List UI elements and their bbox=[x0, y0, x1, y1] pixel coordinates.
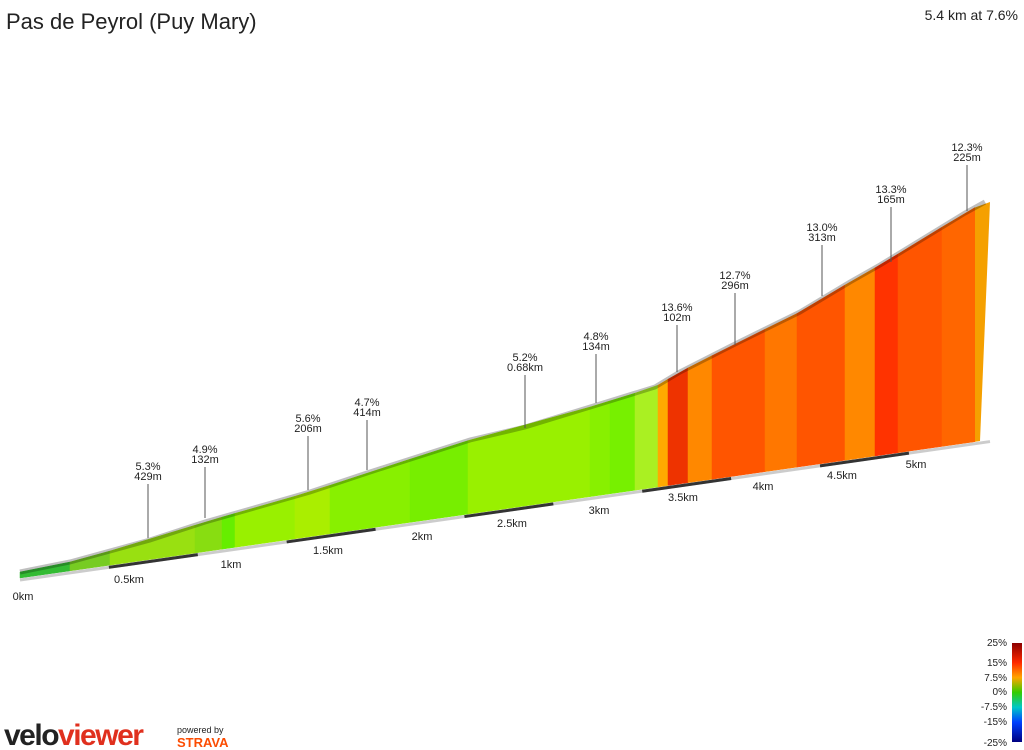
annotation-length: 132m bbox=[191, 454, 219, 466]
annotation-grade: 4.9% bbox=[192, 444, 217, 456]
annotation-grade: 4.8% bbox=[583, 331, 608, 343]
logo-left: velo bbox=[4, 719, 59, 750]
annotation-length: 102m bbox=[663, 312, 691, 324]
profile-segment bbox=[941, 207, 976, 447]
profile-end bbox=[975, 202, 990, 442]
annotations: 5.3%429m 4.9%132m 5.6%206m 4.7%414m 5.2%0.68… bbox=[134, 142, 983, 538]
profile-segment bbox=[687, 355, 713, 483]
distance-label: 0.5km bbox=[114, 574, 144, 586]
annotation-grade: 5.3% bbox=[135, 461, 160, 473]
summary: 5.4 km at 7.6% bbox=[925, 7, 1018, 23]
annotation-grade: 13.6% bbox=[661, 302, 692, 314]
profile-segment bbox=[609, 392, 636, 495]
distance-label: 0km bbox=[13, 591, 34, 603]
annotation-grade: 4.7% bbox=[354, 397, 379, 409]
profile-segment bbox=[467, 406, 591, 515]
profile-segment bbox=[764, 313, 798, 472]
annotation-length: 206m bbox=[294, 423, 322, 435]
legend-label: 0% bbox=[993, 687, 1008, 698]
title: Pas de Peyrol (Puy Mary) bbox=[6, 9, 257, 34]
profile-segment bbox=[844, 267, 876, 461]
distance-label: 1.5km bbox=[313, 545, 343, 557]
profile bbox=[19, 199, 991, 582]
distance-label: 3km bbox=[589, 505, 610, 517]
base-segment bbox=[464, 502, 554, 519]
legend: 25% 15% 7.5% 0% -7.5% -15% -25% bbox=[981, 638, 1007, 749]
legend-label: 25% bbox=[987, 638, 1007, 649]
annotation-length: 313m bbox=[808, 232, 836, 244]
legend-label: 7.5% bbox=[984, 673, 1007, 684]
legend-label: -25% bbox=[984, 738, 1007, 749]
annotation-grade: 13.3% bbox=[875, 184, 906, 196]
annotation-length: 134m bbox=[582, 341, 610, 353]
base-segment bbox=[108, 553, 198, 569]
annotation-grade: 5.2% bbox=[512, 352, 537, 364]
legend-label: -7.5% bbox=[981, 702, 1007, 713]
annotation-grade: 5.6% bbox=[295, 413, 320, 425]
profile-segment bbox=[409, 440, 469, 523]
profile-segment bbox=[589, 400, 611, 497]
annotation-length: 296m bbox=[721, 280, 749, 292]
distance-label: 2km bbox=[412, 531, 433, 543]
distance-label: 5km bbox=[906, 459, 927, 471]
profile-segment bbox=[634, 384, 659, 491]
strava: STRAVA bbox=[177, 735, 229, 750]
distance-label: 2.5km bbox=[497, 518, 527, 530]
distance-label: 4.5km bbox=[827, 470, 857, 482]
profile-segment bbox=[897, 226, 943, 453]
annotation-length: 0.68km bbox=[507, 362, 543, 374]
distance-axis: 0km 0.5km 1km 1.5km 2km 2.5km 3km 3.5km 4km 4.5km… bbox=[13, 459, 927, 603]
distance-label: 3.5km bbox=[668, 492, 698, 504]
annotation-grade: 12.7% bbox=[719, 270, 750, 282]
profile-segment bbox=[874, 253, 899, 457]
logo: veloviewer bbox=[4, 719, 144, 750]
legend-label: 15% bbox=[987, 658, 1007, 669]
profile-segment bbox=[657, 378, 669, 488]
legend-label: -15% bbox=[984, 717, 1007, 728]
distance-label: 1km bbox=[221, 559, 242, 571]
legend-bar bbox=[1012, 643, 1022, 742]
annotation-length: 429m bbox=[134, 471, 162, 483]
annotation-grade: 12.3% bbox=[951, 142, 982, 154]
profile-segment bbox=[667, 367, 689, 486]
base-segment bbox=[642, 477, 732, 493]
annotation-length: 225m bbox=[953, 152, 981, 164]
annotation-grade: 13.0% bbox=[806, 222, 837, 234]
base-segment bbox=[286, 527, 376, 544]
logo-right: viewer bbox=[58, 719, 144, 750]
annotation-length: 165m bbox=[877, 194, 905, 206]
powered-by: powered by bbox=[177, 725, 224, 735]
base-segment bbox=[819, 451, 910, 468]
distance-label: 4km bbox=[753, 481, 774, 493]
annotation-length: 414m bbox=[353, 407, 381, 419]
profile-top-edge bbox=[19, 199, 987, 575]
